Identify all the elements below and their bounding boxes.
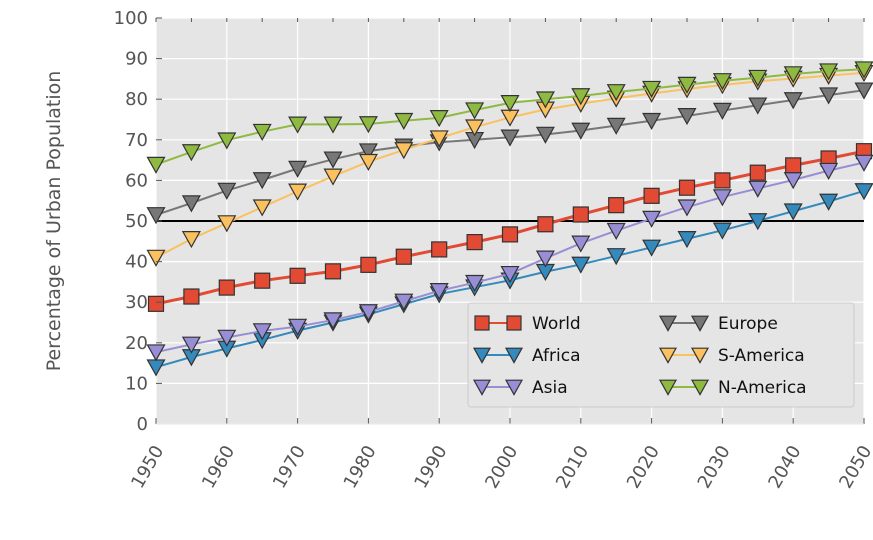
data-point-world xyxy=(149,296,164,311)
y-tick-label: 50 xyxy=(125,211,148,232)
legend-label: N-America xyxy=(718,378,807,398)
data-point-world xyxy=(219,280,234,295)
data-point-world xyxy=(609,198,624,213)
data-point-world xyxy=(644,188,659,203)
legend-label: Africa xyxy=(532,346,581,366)
legend-marker xyxy=(475,316,489,330)
data-point-world xyxy=(290,268,305,283)
data-point-world xyxy=(680,180,695,195)
x-tick-label: 2050 xyxy=(835,442,873,492)
legend-label: World xyxy=(532,314,581,334)
y-tick-label: 70 xyxy=(125,130,148,151)
data-point-world xyxy=(255,273,270,288)
data-point-world xyxy=(715,173,730,188)
data-point-world xyxy=(432,242,447,257)
x-tick-label: 2040 xyxy=(764,442,805,492)
data-point-world xyxy=(361,257,376,272)
y-tick-label: 60 xyxy=(125,170,148,191)
y-tick-label: 0 xyxy=(137,414,148,435)
x-tick-label: 2030 xyxy=(694,442,735,492)
y-tick-label: 80 xyxy=(125,89,148,110)
y-tick-label: 30 xyxy=(125,292,148,313)
data-point-world xyxy=(467,235,482,250)
y-tick-label: 100 xyxy=(114,8,148,29)
x-tick-label: 1980 xyxy=(340,442,381,492)
data-point-world xyxy=(184,289,199,304)
x-tick-label: 2010 xyxy=(552,442,593,492)
legend: World Africa Asia Europe S-America N-America xyxy=(468,303,854,407)
data-point-world xyxy=(326,264,341,279)
x-tick-label: 2020 xyxy=(623,442,664,492)
x-tick-label: 1990 xyxy=(410,442,451,492)
y-tick-label: 90 xyxy=(125,49,148,70)
y-tick-label: 40 xyxy=(125,252,148,273)
y-axis-label: Percentage of Urban Population xyxy=(43,71,65,372)
data-point-world xyxy=(503,227,518,242)
legend-label: Europe xyxy=(718,314,778,334)
data-point-world xyxy=(573,207,588,222)
legend-label: Asia xyxy=(532,378,568,398)
x-tick-label: 1960 xyxy=(198,442,239,492)
legend-marker xyxy=(507,316,521,330)
legend-label: S-America xyxy=(718,346,805,366)
data-point-world xyxy=(750,165,765,180)
data-point-world xyxy=(786,158,801,173)
x-tick-label: 1950 xyxy=(127,442,168,492)
x-tick-label: 1970 xyxy=(269,442,310,492)
y-tick-label: 10 xyxy=(125,373,148,394)
data-point-world xyxy=(538,217,553,232)
y-tick-label: 20 xyxy=(125,333,148,354)
data-point-world xyxy=(396,249,411,264)
x-tick-label: 2000 xyxy=(481,442,522,492)
